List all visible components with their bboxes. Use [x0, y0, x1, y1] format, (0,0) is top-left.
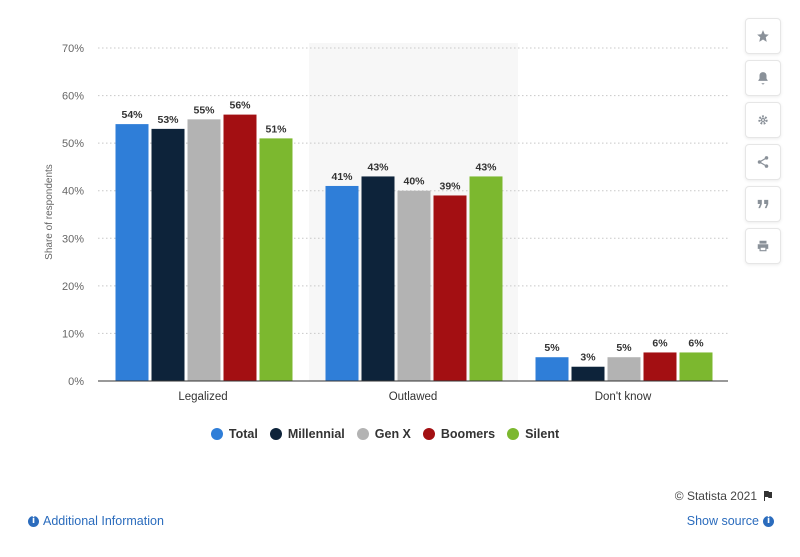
data-label: 55% — [193, 104, 215, 116]
legend-label: Gen X — [374, 427, 411, 441]
bar-millennial[interactable] — [361, 176, 395, 381]
bar-total[interactable] — [115, 124, 149, 381]
x-category-label: Outlawed — [389, 391, 438, 403]
bar-silent[interactable] — [679, 352, 713, 381]
additional-information-label: Additional Information — [43, 514, 164, 528]
show-source-link[interactable]: Show source i — [687, 514, 774, 528]
quote-icon[interactable] — [745, 186, 781, 222]
data-label: 43% — [367, 161, 389, 173]
chart-legend: Total Millennial Gen X Boomers Silent — [0, 427, 770, 441]
bar-silent[interactable] — [469, 176, 503, 381]
bar-boomers[interactable] — [643, 352, 677, 381]
data-label: 56% — [229, 100, 251, 112]
info-icon: i — [763, 515, 774, 527]
flag-icon — [764, 491, 772, 501]
data-label: 43% — [475, 161, 497, 173]
legend-item-silent[interactable]: Silent — [507, 427, 559, 441]
legend-label: Silent — [525, 427, 560, 441]
gear-icon[interactable] — [745, 102, 781, 138]
legend-marker — [210, 428, 223, 440]
bar-gen-x[interactable] — [397, 190, 431, 381]
bar-millennial[interactable] — [571, 366, 605, 381]
legend-label: Millennial — [287, 427, 345, 441]
credit-text: © Statista 2021 — [674, 489, 757, 503]
y-tick-label: 20% — [62, 281, 84, 293]
data-label: 39% — [439, 180, 461, 192]
data-label: 3% — [580, 352, 596, 364]
data-label: 6% — [652, 337, 668, 349]
data-label: 54% — [121, 109, 143, 121]
data-label: 5% — [616, 342, 632, 354]
y-tick-label: 40% — [62, 186, 84, 198]
data-label: 5% — [544, 342, 560, 354]
bar-boomers[interactable] — [223, 114, 257, 381]
bar-total[interactable] — [325, 185, 359, 381]
y-tick-label: 0% — [68, 376, 84, 388]
bar-millennial[interactable] — [151, 128, 185, 381]
bar-gen-x[interactable] — [187, 119, 221, 381]
y-tick-label: 60% — [62, 91, 84, 103]
show-source-label: Show source — [686, 514, 759, 528]
legend-label: Total — [228, 427, 258, 441]
x-category-label: Don't know — [595, 391, 652, 403]
data-label: 41% — [331, 171, 353, 183]
info-icon: i — [28, 515, 39, 527]
legend-item-boomers[interactable]: Boomers — [422, 427, 496, 441]
share-icon[interactable] — [745, 144, 781, 180]
statista-credit: © Statista 2021 — [675, 489, 774, 503]
print-icon[interactable] — [745, 228, 781, 264]
y-axis-label: Share of respondents — [44, 164, 55, 260]
legend-item-millennial[interactable]: Millennial — [269, 427, 345, 441]
bar-silent[interactable] — [259, 138, 293, 381]
legend-marker — [356, 428, 369, 440]
y-tick-label: 70% — [62, 43, 84, 55]
additional-information-link[interactable]: i Additional Information — [28, 514, 164, 528]
legend-item-gen-x[interactable]: Gen X — [356, 427, 411, 441]
legend-marker — [269, 428, 282, 440]
legend-marker — [507, 428, 520, 440]
y-tick-label: 10% — [62, 328, 84, 340]
star-icon[interactable] — [745, 18, 781, 54]
data-label: 53% — [157, 114, 179, 126]
bar-boomers[interactable] — [433, 195, 467, 381]
legend-label: Boomers — [440, 427, 496, 441]
x-category-label: Legalized — [178, 391, 227, 403]
bell-icon[interactable] — [745, 60, 781, 96]
bar-total[interactable] — [535, 357, 569, 381]
y-tick-label: 50% — [62, 138, 84, 150]
x-axis-categories: Legalized Outlawed Don't know — [178, 391, 652, 403]
data-labels: 54% 53% 55% 56% 51% 41% 43% 40% 39% 43% 5% 3% 5% 6% 6% — [121, 100, 704, 364]
legend-item-total[interactable]: Total — [210, 427, 258, 441]
chart-toolbar — [745, 18, 781, 270]
y-tick-label: 30% — [62, 233, 84, 245]
data-label: 6% — [688, 337, 704, 349]
data-label: 51% — [265, 123, 287, 135]
bars — [115, 114, 713, 381]
bar-gen-x[interactable] — [607, 357, 641, 381]
y-axis-ticks: 0% 10% 20% 30% 40% 50% 60% 70% — [62, 43, 84, 388]
data-label: 40% — [403, 176, 425, 188]
legend-marker — [422, 428, 435, 440]
